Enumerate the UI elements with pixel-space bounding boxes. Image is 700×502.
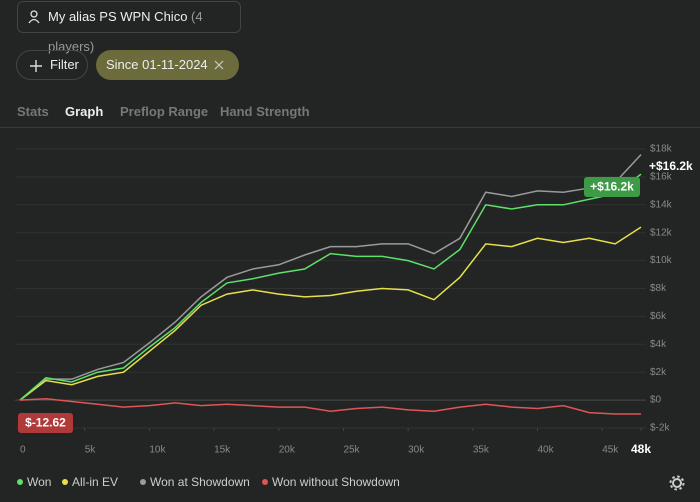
filter-label: Filter [50,57,79,72]
y-tick-label: $6k [650,311,667,322]
y-tick-label: $0 [650,395,662,406]
x-tick-label: 5k [85,445,97,456]
tab[interactable]: Hand Strength [220,104,310,119]
date-chip[interactable]: Since 01-11-2024 [96,50,239,80]
y-tick-label: $2k [650,367,667,378]
x-tick-label: 15k [214,445,231,456]
alias-text: My alias PS WPN Chico [48,9,188,24]
x-tick-label: 45k [602,445,619,456]
filter-button[interactable]: Filter [16,50,88,80]
y-tick-label: $8k [650,283,667,294]
series-line [19,173,642,401]
legend-dot [62,479,68,485]
legend-dot [140,479,146,485]
x-tick-label: 30k [408,445,425,456]
badge-label: +$16.2k [590,180,634,194]
y-tick-label: $16k [650,172,673,183]
tab-active[interactable]: Graph [65,104,104,119]
gear-icon[interactable] [669,475,685,491]
legend-dot [17,479,23,485]
y-tick-label: $12k [650,227,673,238]
legend-dot [262,479,268,485]
x-tick-label: 20k [279,445,296,456]
plus-icon [30,60,42,72]
y-tick-label: $18k [650,144,673,155]
series-line [19,154,642,401]
x-tick-label: 25k [343,445,360,456]
series-line [19,397,641,415]
tab[interactable]: Preflop Range [120,104,209,119]
alias-button[interactable]: My alias PS WPN Chico (4 players) [17,1,241,54]
series-line [19,226,642,401]
divider [0,127,700,128]
badge [584,177,640,197]
y-tick-label: $4k [650,339,667,350]
x-tick-label: 0 [20,445,26,456]
y-tick-label: $14k [650,199,673,210]
legend-label: Won without Showdown [272,475,400,489]
y-tick-label: $10k [650,255,673,266]
y-tick-label: $-2k [650,423,670,434]
date-label: Since 01-11-2024 [106,57,208,72]
tab[interactable]: Stats [17,104,49,119]
x-tick-label: 48k [631,442,651,456]
x-tick-label: 40k [538,445,555,456]
badge-label: $-12.62 [25,416,66,430]
x-tick-label: 35k [473,445,490,456]
user-icon [28,10,40,24]
legend-label: Won at Showdown [150,475,250,489]
legend-label: Won [27,475,51,489]
x-tick-label: 10k [149,445,166,456]
close-icon[interactable] [214,60,224,70]
end-label: +$16.2k [649,159,693,173]
legend-label: All-in EV [72,475,118,489]
badge [18,413,73,433]
